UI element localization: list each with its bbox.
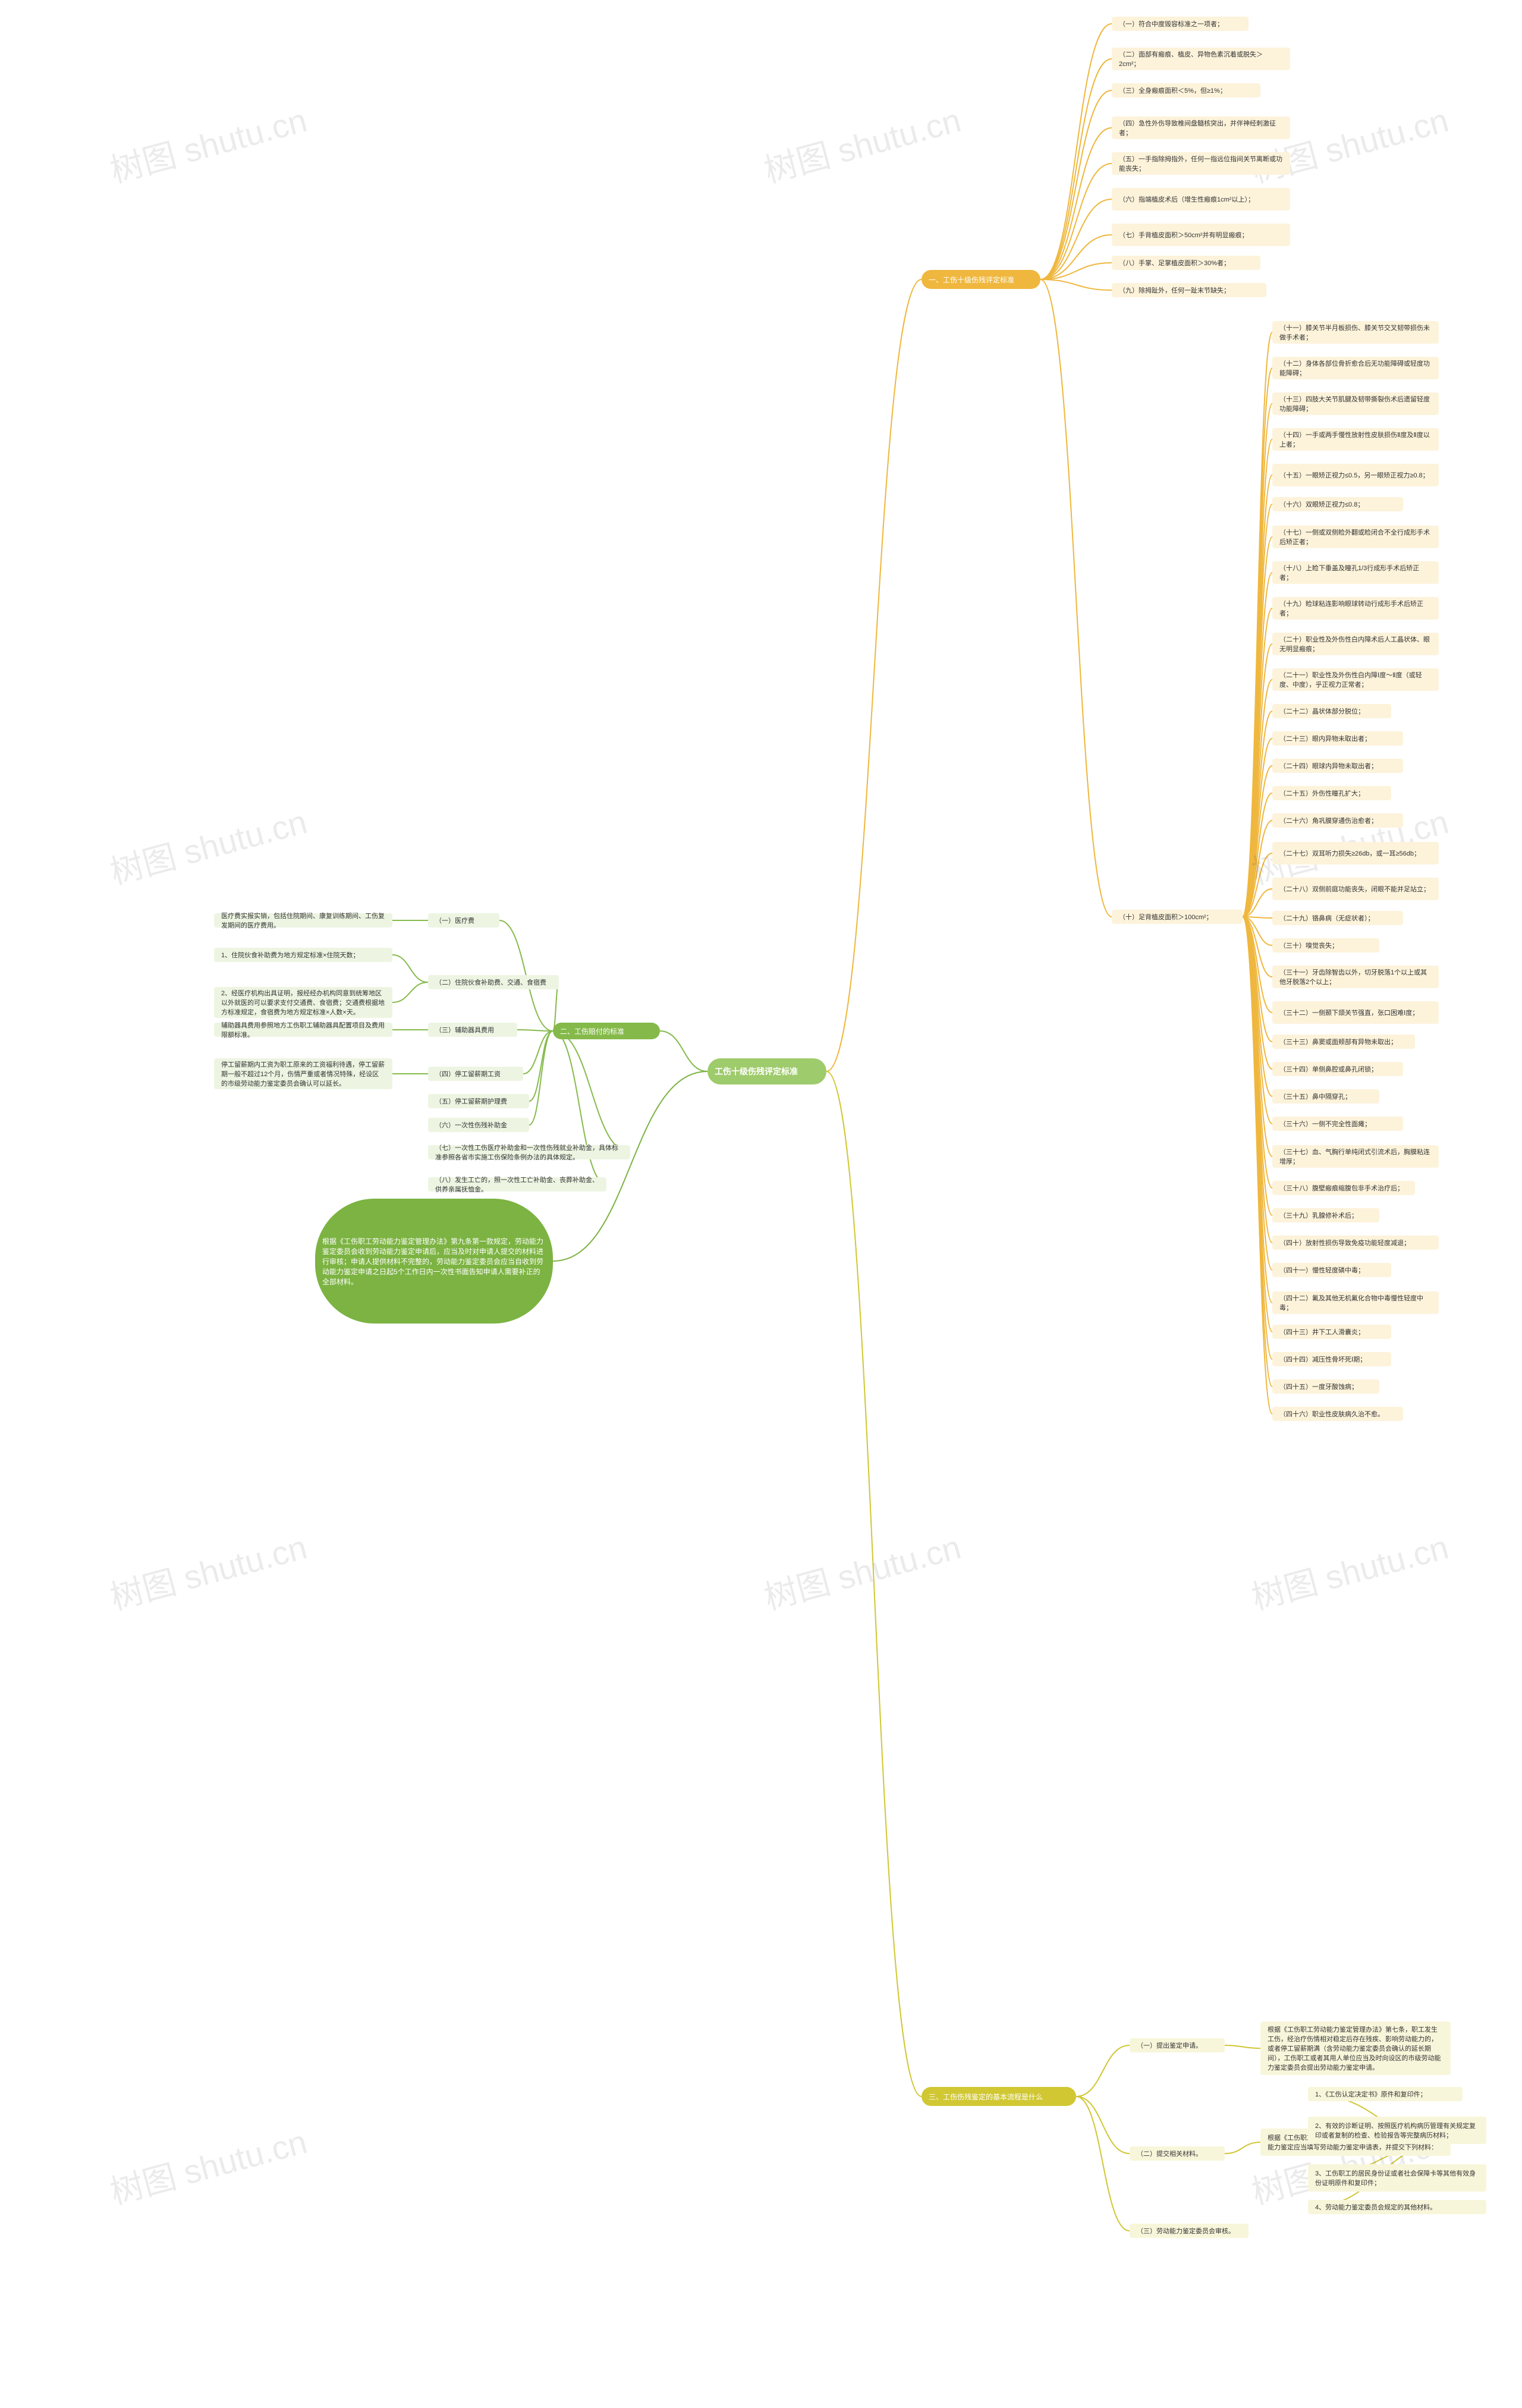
mindmap-node: （四十二）氟及其他无机氟化合物中毒慢性轻度中毒； <box>1272 1291 1439 1314</box>
mindmap-node: （九）除拇趾外，任何一趾末节缺失； <box>1112 283 1266 297</box>
mindmap-node: （六）指端植皮术后（增生性瘢痕1cm²以上）； <box>1112 188 1290 210</box>
mindmap-node: （三）劳动能力鉴定委员会审核。 <box>1130 2224 1249 2238</box>
mindmap-node: 一、工伤十级伤残评定标准 <box>922 270 1040 289</box>
mindmap-node: （五）一手指除拇指外，任何一指远位指间关节离断或功能丧失； <box>1112 152 1290 175</box>
mindmap-node: （二）住院伙食补助费、交通、食宿费 <box>428 975 559 989</box>
mindmap-node: 医疗费实报实销，包括住院期间、康复训练期间、工伤复发期间的医疗费用。 <box>214 913 392 928</box>
mindmap-node: （二十八）双侧前庭功能丧失，闭眼不能并足站立； <box>1272 878 1439 900</box>
mindmap-node: （三十三）鼻窦或面颊部有异物未取出； <box>1272 1035 1415 1049</box>
mindmap-node: （三十一）牙齿除智齿以外，切牙脱落1个以上或其他牙脱落2个以上； <box>1272 966 1439 988</box>
mindmap-node: 辅助器具费用参照地方工伤职工辅助器具配置项目及费用限额标准。 <box>214 1023 392 1037</box>
mindmap-node: 停工留薪期内工资为职工原来的工资福利待遇，停工留薪期一般不超过12个月，伤情严重… <box>214 1058 392 1089</box>
mindmap-node: （三）辅助器具费用 <box>428 1023 517 1037</box>
mindmap-node: （三）全身瘢痕面积＜5%，但≥1%； <box>1112 83 1260 98</box>
mindmap-node: （三十五）鼻中隔穿孔； <box>1272 1089 1379 1104</box>
mindmap-node: （十五）一眼矫正视力≤0.5，另一眼矫正视力≥0.8； <box>1272 464 1439 486</box>
mindmap-node: （二）面部有瘢痕、植皮、异物色素沉着或脱失＞2cm²； <box>1112 48 1290 70</box>
mindmap-node: （二十六）角巩膜穿通伤治愈者； <box>1272 813 1403 828</box>
mindmap-node: 2、有效的诊断证明、按照医疗机构病历管理有关规定复印或者复制的检查、检验报告等完… <box>1308 2117 1486 2144</box>
mindmap-node: （一）提出鉴定申请。 <box>1130 2038 1225 2052</box>
mindmap-node: （二十一）职业性及外伤性白内障Ⅰ度～Ⅱ度（或轻度、中度），乎正视力正常者； <box>1272 668 1439 691</box>
mindmap-node: 根据《工伤职工劳动能力鉴定管理办法》第七条，职工发生工伤，经治疗伤情相对稳定后存… <box>1260 2022 1451 2075</box>
mindmap-node: （三十）嗅觉丧失； <box>1272 938 1379 952</box>
mindmap-node: （十一）膝关节半月板损伤、膝关节交叉韧带损伤未做手术者； <box>1272 321 1439 344</box>
mindmap-node: （十九）睑球粘连影响眼球转动行成形手术后矫正者； <box>1272 597 1439 620</box>
mindmap-node: 2、经医疗机构出具证明，报经经办机构同意到统筹地区以外就医的可以要求支付交通费、… <box>214 987 392 1018</box>
mindmap-node: （三十九）乳腺修补术后； <box>1272 1208 1379 1222</box>
mindmap-node: （四十）放射性损伤导致免疫功能轻度减退； <box>1272 1236 1439 1250</box>
mindmap-node: （二十四）眼球内异物未取出者； <box>1272 759 1403 773</box>
mindmap-node: 根据《工伤职工劳动能力鉴定管理办法》第九条第一款规定，劳动能力鉴定委员会收到劳动… <box>315 1199 553 1324</box>
mindmap-node: （二十七）双耳听力损失≥26db，或一耳≥56db； <box>1272 842 1439 865</box>
mindmap-node: （一）医疗费 <box>428 913 499 928</box>
mindmap-node: （十四）一手或两手慢性放射性皮肤损伤Ⅱ度及Ⅱ度以上者； <box>1272 428 1439 451</box>
mindmap-node: （二十二）晶状体部分脱位； <box>1272 704 1391 718</box>
mindmap-node: 3、工伤职工的居民身份证或者社会保障卡等其他有效身份证明原件和复印件； <box>1308 2164 1486 2192</box>
mindmap-node: （二十三）眼内异物未取出者； <box>1272 731 1403 746</box>
mindmap-node: （三十四）单侧鼻腔或鼻孔闭锁； <box>1272 1062 1403 1076</box>
mindmap-node: （八）发生工亡的，照一次性工亡补助金、丧葬补助金、供养亲属抚恤金。 <box>428 1177 606 1192</box>
mindmap-node: 三、工伤伤残鉴定的基本流程是什么 <box>922 2087 1076 2106</box>
mindmap-node: （三十六）一侧不完全性面瘫； <box>1272 1117 1403 1131</box>
mindmap-node: （二十五）外伤性瞳孔扩大； <box>1272 786 1391 800</box>
mindmap-node: （十七）一侧或双侧睑外翻或睑闭合不全行成形手术后矫正者； <box>1272 526 1439 548</box>
mindmap-node: （十六）双眼矫正视力≤0.8； <box>1272 497 1403 511</box>
mindmap-node: （四十六）职业性皮肤病久治不愈。 <box>1272 1407 1403 1421</box>
mindmap-node: （一）符合中度毁容标准之一项者； <box>1112 17 1249 31</box>
mindmap-node: （四十一）慢性轻度磷中毒； <box>1272 1263 1391 1277</box>
mindmap-node: （八）手掌、足掌植皮面积＞30%者； <box>1112 256 1260 270</box>
mindmap-node: 1、住院伙食补助费为地方规定标准×住院天数； <box>214 948 392 962</box>
mindmap-node: （四十三）井下工人滑囊炎； <box>1272 1325 1391 1339</box>
mindmap-node: （七）手背植皮面积＞50cm²并有明显瘢痕； <box>1112 224 1290 246</box>
mindmap-node: （三十八）腹壁瘢痕缩腹包非手术治疗后； <box>1272 1181 1415 1195</box>
mindmap-node: 二、工伤赔付的标准 <box>553 1023 660 1039</box>
mindmap-node: （四十五）一度牙酸蚀病； <box>1272 1379 1379 1394</box>
mindmap-node: （七）一次性工伤医疗补助金和一次性伤残就业补助金，具体标准参照各省市实施工伤保险… <box>428 1145 630 1159</box>
mindmap-node: （四）停工留薪期工资 <box>428 1067 523 1081</box>
mindmap-node: （五）停工留薪期护理费 <box>428 1094 529 1108</box>
mindmap-node: 工伤十级伤残评定标准 <box>707 1058 826 1084</box>
mindmap-node: 1、《工伤认定决定书》原件和复印件； <box>1308 2087 1463 2101</box>
mindmap-node: （十二）身体各部位骨折愈合后无功能障碍或轻度功能障碍； <box>1272 357 1439 379</box>
mindmap-node: （十三）四肢大关节肌腱及韧带撕裂伤术后遗留轻度功能障碍； <box>1272 392 1439 415</box>
mindmap-node: （二十九）铬鼻病（无症状者）； <box>1272 911 1403 925</box>
mindmap-node: （六）一次性伤残补助金 <box>428 1118 529 1132</box>
mindmap-node: （三十七）血、气胸行单纯闭式引流术后，胸膜粘连增厚； <box>1272 1145 1439 1168</box>
mindmap-node: （二）提交相关材料。 <box>1130 2146 1225 2161</box>
mindmap-node: 4、劳动能力鉴定委员会规定的其他材料。 <box>1308 2200 1486 2214</box>
mindmap-node: （十八）上睑下垂盖及瞳孔1/3行成形手术后矫正者； <box>1272 561 1439 584</box>
mindmap-node: （四十四）减压性骨坏死Ⅰ期； <box>1272 1352 1391 1366</box>
mindmap-node: （三十二）一侧颞下颌关节强直，张口困难Ⅰ度； <box>1272 1001 1439 1024</box>
mindmap-node: （二十）职业性及外伤性白内障术后人工晶状体、眼无明显瘢痕； <box>1272 633 1439 655</box>
mindmap-node: （十）足背植皮面积＞100cm²； <box>1112 910 1243 924</box>
mindmap-node: （四）急性外伤导致椎间盘髓核突出，并伴神经刺激征者； <box>1112 117 1290 139</box>
